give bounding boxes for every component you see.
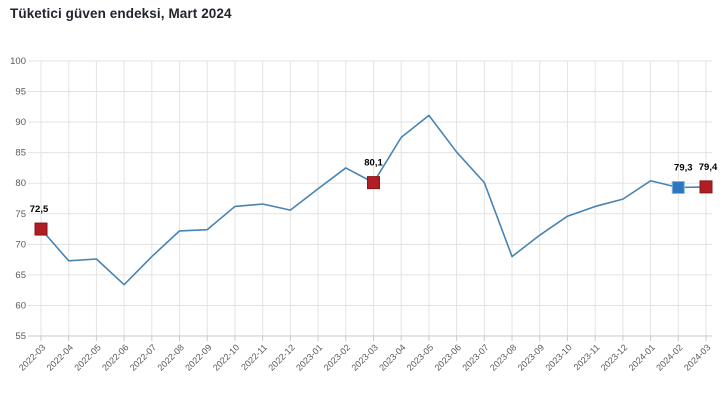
x-axis-label: 2024-03 bbox=[682, 342, 712, 372]
data-point-marker[interactable] bbox=[34, 222, 48, 236]
data-point-label: 79,3 bbox=[674, 163, 693, 174]
data-point-marker[interactable] bbox=[671, 181, 685, 194]
x-axis-label: 2022-12 bbox=[266, 342, 296, 372]
data-point-marker[interactable] bbox=[699, 180, 713, 194]
y-axis-label: 95 bbox=[15, 87, 26, 98]
x-axis-label: 2022-03 bbox=[17, 342, 47, 372]
data-point-label: 79,4 bbox=[699, 162, 718, 173]
data-point-label: 80,1 bbox=[364, 158, 383, 169]
x-axis-label: 2023-10 bbox=[543, 342, 573, 372]
x-axis-label: 2022-09 bbox=[183, 342, 213, 372]
x-axis-label: 2023-01 bbox=[294, 342, 324, 372]
x-axis-label: 2022-10 bbox=[211, 342, 241, 372]
x-axis-label: 2023-09 bbox=[516, 342, 546, 372]
y-axis-label: 70 bbox=[15, 239, 26, 250]
x-axis-label: 2023-03 bbox=[349, 342, 379, 372]
chart-title: Tüketici güven endeksi, Mart 2024 bbox=[10, 6, 232, 21]
data-point-label: 72,5 bbox=[30, 204, 49, 215]
x-axis-label: 2023-12 bbox=[599, 342, 629, 372]
x-axis-label: 2023-06 bbox=[433, 342, 463, 372]
x-axis-label: 2023-02 bbox=[322, 342, 352, 372]
x-axis-label: 2023-05 bbox=[405, 342, 435, 372]
y-axis-label: 90 bbox=[15, 117, 26, 128]
x-axis-label: 2023-08 bbox=[488, 342, 518, 372]
y-axis-label: 65 bbox=[15, 270, 26, 281]
x-axis-label: 2023-11 bbox=[572, 342, 602, 372]
x-axis-label: 2024-01 bbox=[627, 342, 657, 372]
y-axis-label: 55 bbox=[15, 331, 26, 342]
x-axis-label: 2022-11 bbox=[239, 342, 269, 372]
x-axis-label: 2022-05 bbox=[72, 342, 102, 372]
data-point-marker[interactable] bbox=[367, 176, 380, 190]
x-axis-label: 2023-07 bbox=[460, 342, 490, 372]
x-axis-label: 2022-07 bbox=[128, 342, 158, 372]
y-axis-label: 85 bbox=[15, 148, 26, 159]
y-axis-label: 60 bbox=[15, 300, 26, 311]
y-axis-label: 80 bbox=[15, 178, 26, 189]
x-axis-label: 2022-08 bbox=[156, 342, 186, 372]
y-axis-label: 100 bbox=[10, 56, 26, 67]
x-axis-label: 2022-04 bbox=[45, 342, 75, 372]
y-axis-label: 75 bbox=[15, 209, 26, 220]
x-axis-label: 2024-02 bbox=[654, 342, 684, 372]
x-axis-label: 2022-06 bbox=[100, 342, 130, 372]
x-axis-label: 2023-04 bbox=[377, 342, 407, 372]
